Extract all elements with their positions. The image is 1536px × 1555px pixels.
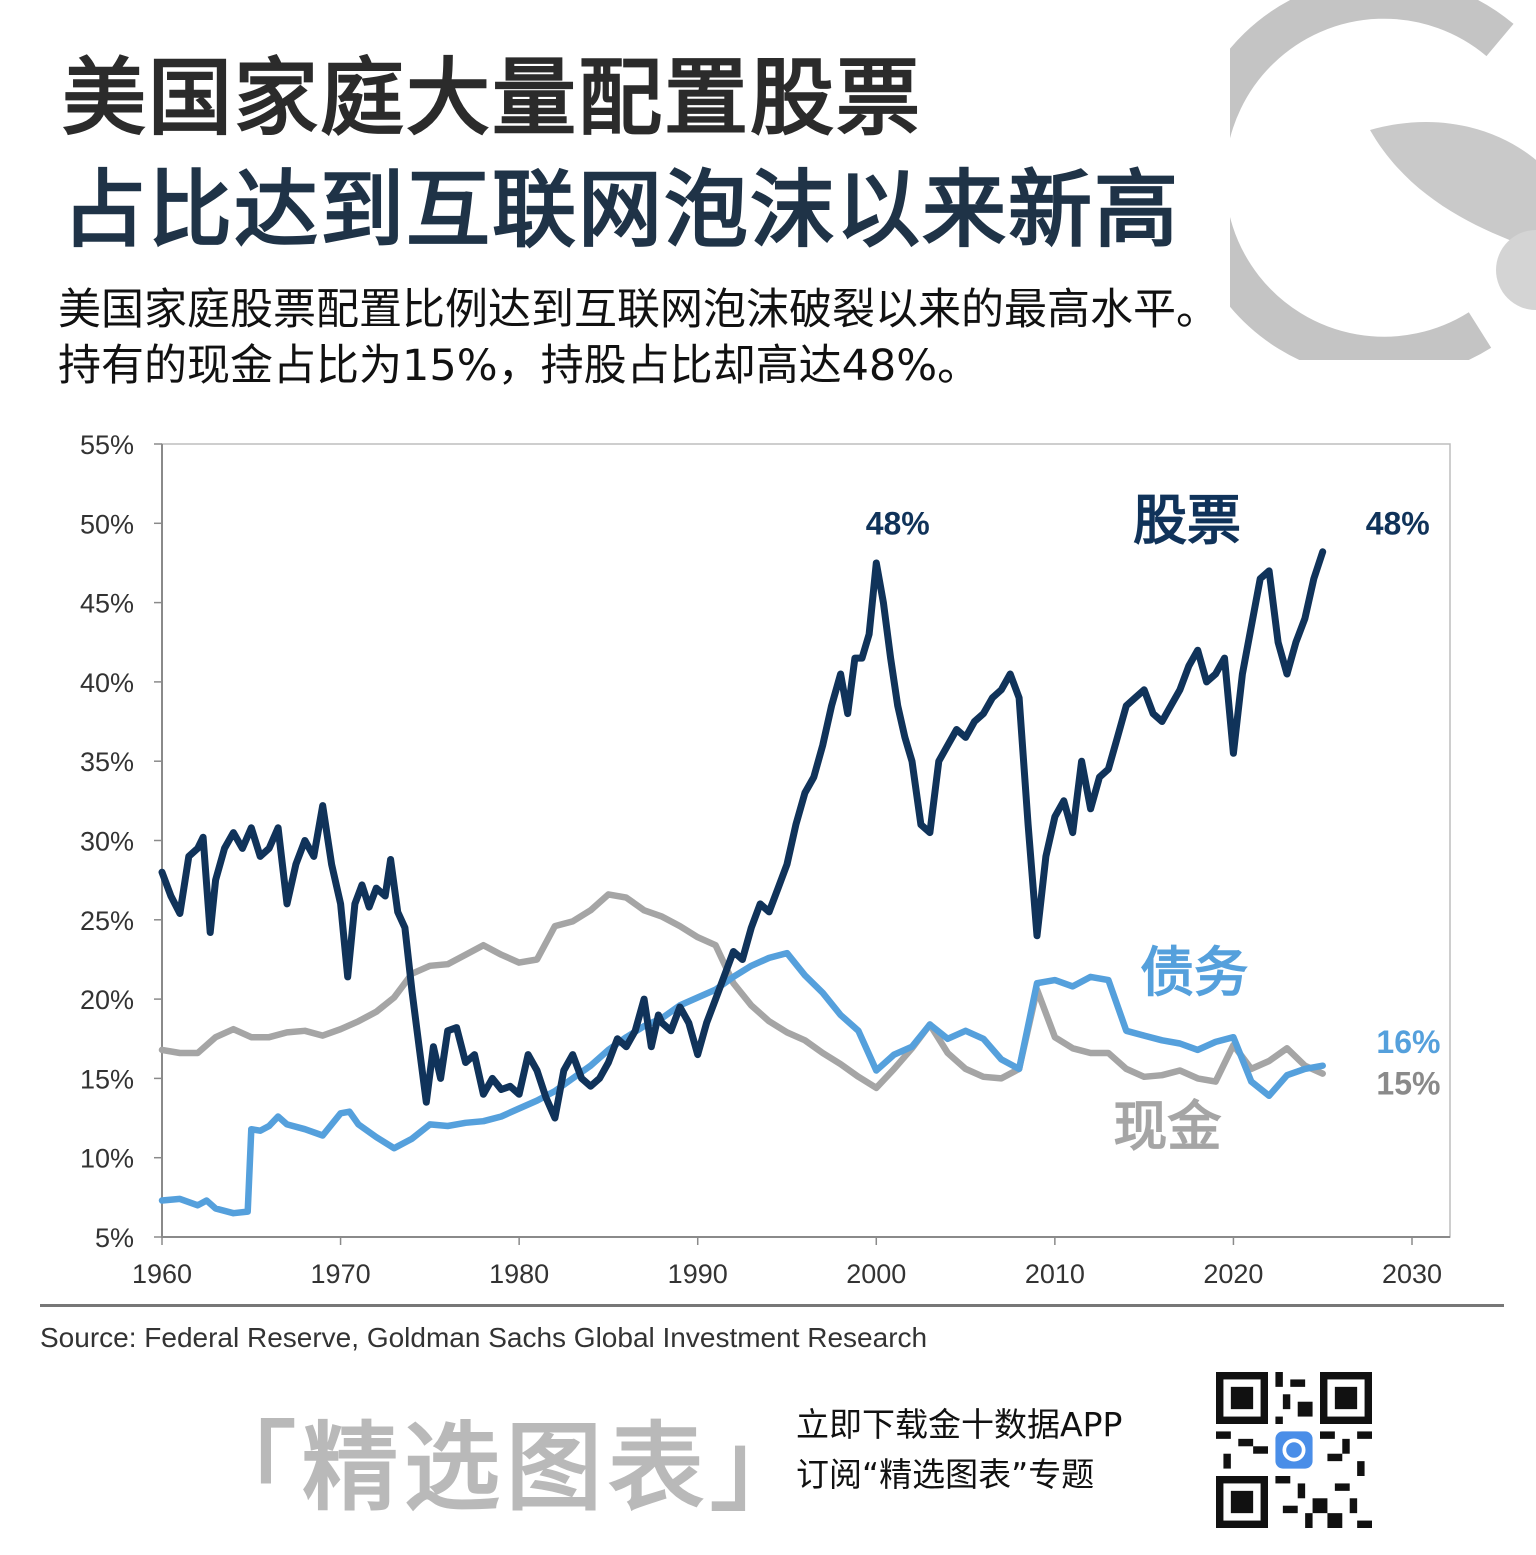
page-title: 美国家庭大量配置股票 占比达到互联网泡沫以来新高 xyxy=(62,42,1180,266)
data-label: 48% xyxy=(1366,505,1430,541)
x-tick-label: 2020 xyxy=(1203,1259,1263,1289)
y-tick-label: 15% xyxy=(80,1064,134,1094)
y-tick-label: 35% xyxy=(80,747,134,777)
promo-line-1: 立即下载金十数据APP xyxy=(796,1405,1123,1444)
y-tick-label: 45% xyxy=(80,589,134,619)
data-label: 16% xyxy=(1376,1024,1440,1060)
qr-code-icon[interactable] xyxy=(1216,1372,1372,1528)
x-tick-label: 2030 xyxy=(1382,1259,1442,1289)
brand-label: 「精选图表」 xyxy=(200,1412,812,1524)
x-tick-label: 1980 xyxy=(489,1259,549,1289)
x-tick-label: 1990 xyxy=(668,1259,728,1289)
source-note: Source: Federal Reserve, Goldman Sachs G… xyxy=(40,1322,928,1353)
y-tick-label: 20% xyxy=(80,985,134,1015)
y-tick-label: 10% xyxy=(80,1144,134,1174)
data-label: 48% xyxy=(866,505,930,541)
title-line-2: 占比达到互联网泡沫以来新高 xyxy=(62,161,1181,259)
data-label: 15% xyxy=(1376,1065,1440,1101)
series-line-2 xyxy=(158,949,1326,1217)
y-tick-label: 25% xyxy=(80,906,134,936)
source-divider xyxy=(40,1304,1504,1307)
title-line-1: 美国家庭大量配置股票 xyxy=(62,49,923,147)
y-tick-label: 40% xyxy=(80,668,134,698)
series-line-3 xyxy=(158,891,1326,1092)
page-subtitle: 美国家庭股票配置比例达到互联网泡沫破裂以来的最高水平。持有的现金占比为15%，持… xyxy=(58,285,1219,391)
y-tick-label: 55% xyxy=(80,430,134,460)
promo-text: 立即下载金十数据APP 订阅“精选图表”专题 xyxy=(796,1400,1122,1500)
series-line-1 xyxy=(158,548,1327,1122)
y-tick-label: 5% xyxy=(95,1223,134,1253)
x-tick-label: 2010 xyxy=(1025,1259,1085,1289)
x-tick-label: 2000 xyxy=(846,1259,906,1289)
series-label: 债务 xyxy=(1140,941,1248,1004)
x-tick-label: 1960 xyxy=(132,1259,192,1289)
series-label: 现金 xyxy=(1113,1095,1222,1158)
promo-line-2: 订阅“精选图表”专题 xyxy=(796,1455,1095,1494)
y-tick-label: 50% xyxy=(80,509,134,539)
series-label: 股票 xyxy=(1133,489,1241,552)
line-chart: 55% 50% 45% 40% 35% 30% 25% 20% 15% 10% 5% 1960 1970… xyxy=(80,430,1451,1289)
x-tick-label: 1970 xyxy=(311,1259,371,1289)
logo-mark-icon xyxy=(1230,0,1536,360)
y-tick-label: 30% xyxy=(80,827,134,857)
